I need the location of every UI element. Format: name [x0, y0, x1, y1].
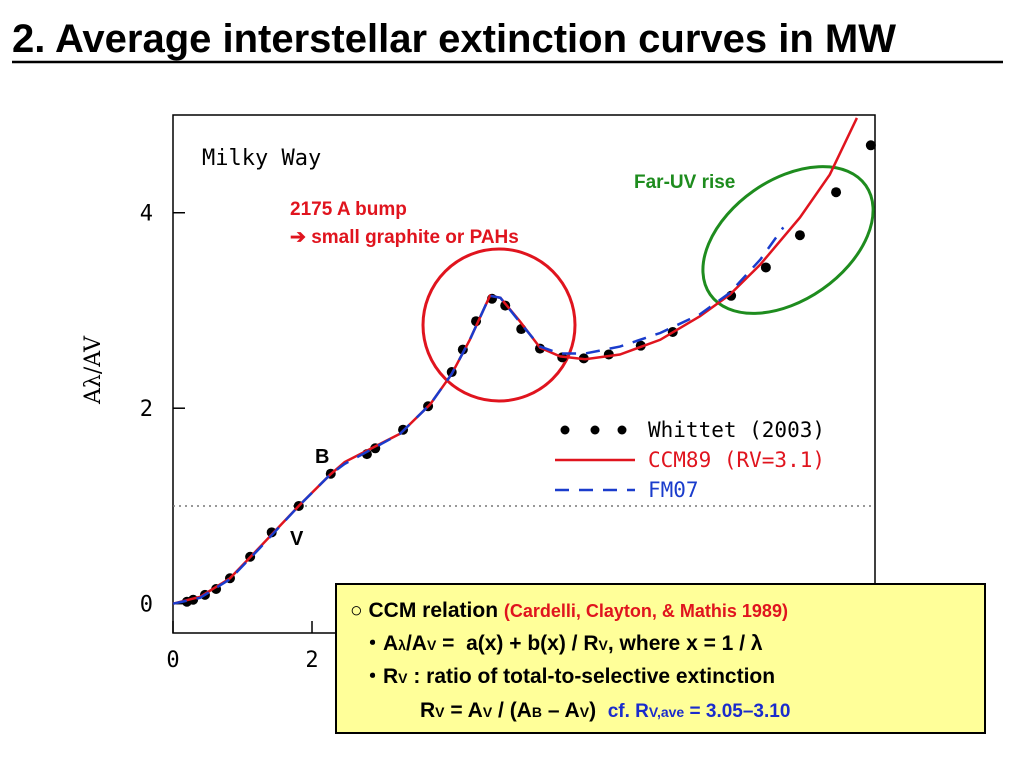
- box-line: ・RV : ratio of total-to-selective extinc…: [362, 665, 775, 688]
- box-text: (Cardelli, Clayton, & Mathis 1989): [504, 601, 788, 621]
- legend-label: CCM89 (RV=3.1): [648, 448, 825, 472]
- box-text: B: [532, 704, 542, 720]
- y-axis-label: Aλ/AV: [81, 335, 106, 405]
- slide-title: 2. Average interstellar extinction curve…: [12, 17, 896, 61]
- y-tick-label: 4: [140, 202, 153, 227]
- box-text: cf. R: [608, 701, 649, 722]
- plot-label: Milky Way: [202, 146, 321, 171]
- box-text: = a(x) + b(x) / R: [436, 632, 598, 655]
- y-tick-label: 0: [140, 593, 153, 618]
- box-text: V: [398, 670, 408, 686]
- box-text: ): [589, 699, 608, 722]
- box-text: V: [427, 637, 437, 653]
- data-point: [266, 527, 277, 538]
- box-text: ・A: [362, 632, 398, 655]
- legend-swatch: [590, 425, 600, 435]
- box-text: V: [599, 637, 609, 653]
- box-line: ○ CCM relation (Cardelli, Clayton, & Mat…: [350, 599, 788, 622]
- legend-swatch: [560, 425, 570, 435]
- annotation: 2175 A bump: [290, 199, 407, 220]
- box-line: ・Aλ/AV = a(x) + b(x) / RV, where x = 1 /…: [362, 632, 763, 655]
- box-text: V: [580, 704, 590, 720]
- box-text: V,ave: [649, 704, 685, 720]
- box-text: = A: [445, 699, 483, 722]
- box-text: V: [483, 704, 493, 720]
- box-text: / (A: [492, 699, 532, 722]
- highlight-ellipse: [701, 165, 875, 315]
- box-text: , where x = 1 / λ: [608, 632, 763, 655]
- box-text: = 3.05–3.10: [684, 701, 790, 722]
- box-text: ・R: [362, 665, 398, 688]
- y-tick-label: 2: [140, 397, 153, 422]
- box-text: /A: [406, 632, 427, 655]
- legend-swatch: [617, 425, 627, 435]
- x-tick-label: 2: [305, 648, 318, 673]
- x-tick-label: 0: [166, 648, 179, 673]
- info-box: [335, 583, 986, 734]
- box-text: λ: [398, 637, 406, 653]
- data-point: [760, 262, 771, 273]
- box-text: ○ CCM relation: [350, 599, 504, 622]
- legend-label: FM07: [648, 478, 699, 502]
- annotation: ➔ small graphite or PAHs: [290, 227, 519, 248]
- legend-label: Whittet (2003): [648, 418, 825, 442]
- annotation: Far-UV rise: [634, 172, 735, 193]
- highlight-circle: [421, 247, 577, 403]
- data-point: [794, 230, 805, 241]
- annotation: V: [290, 528, 304, 550]
- box-text: R: [420, 699, 435, 722]
- box-text: V: [435, 704, 445, 720]
- curve: [172, 226, 785, 605]
- annotation: B: [315, 446, 329, 468]
- box-line: RV = AV / (AB – AV) cf. RV,ave = 3.05–3.…: [420, 699, 790, 722]
- plot-frame: [172, 114, 876, 634]
- box-text: : ratio of total-to-selective extinction: [408, 665, 776, 688]
- data-point: [831, 187, 842, 198]
- box-text: – A: [542, 699, 580, 722]
- data-point: [865, 140, 876, 151]
